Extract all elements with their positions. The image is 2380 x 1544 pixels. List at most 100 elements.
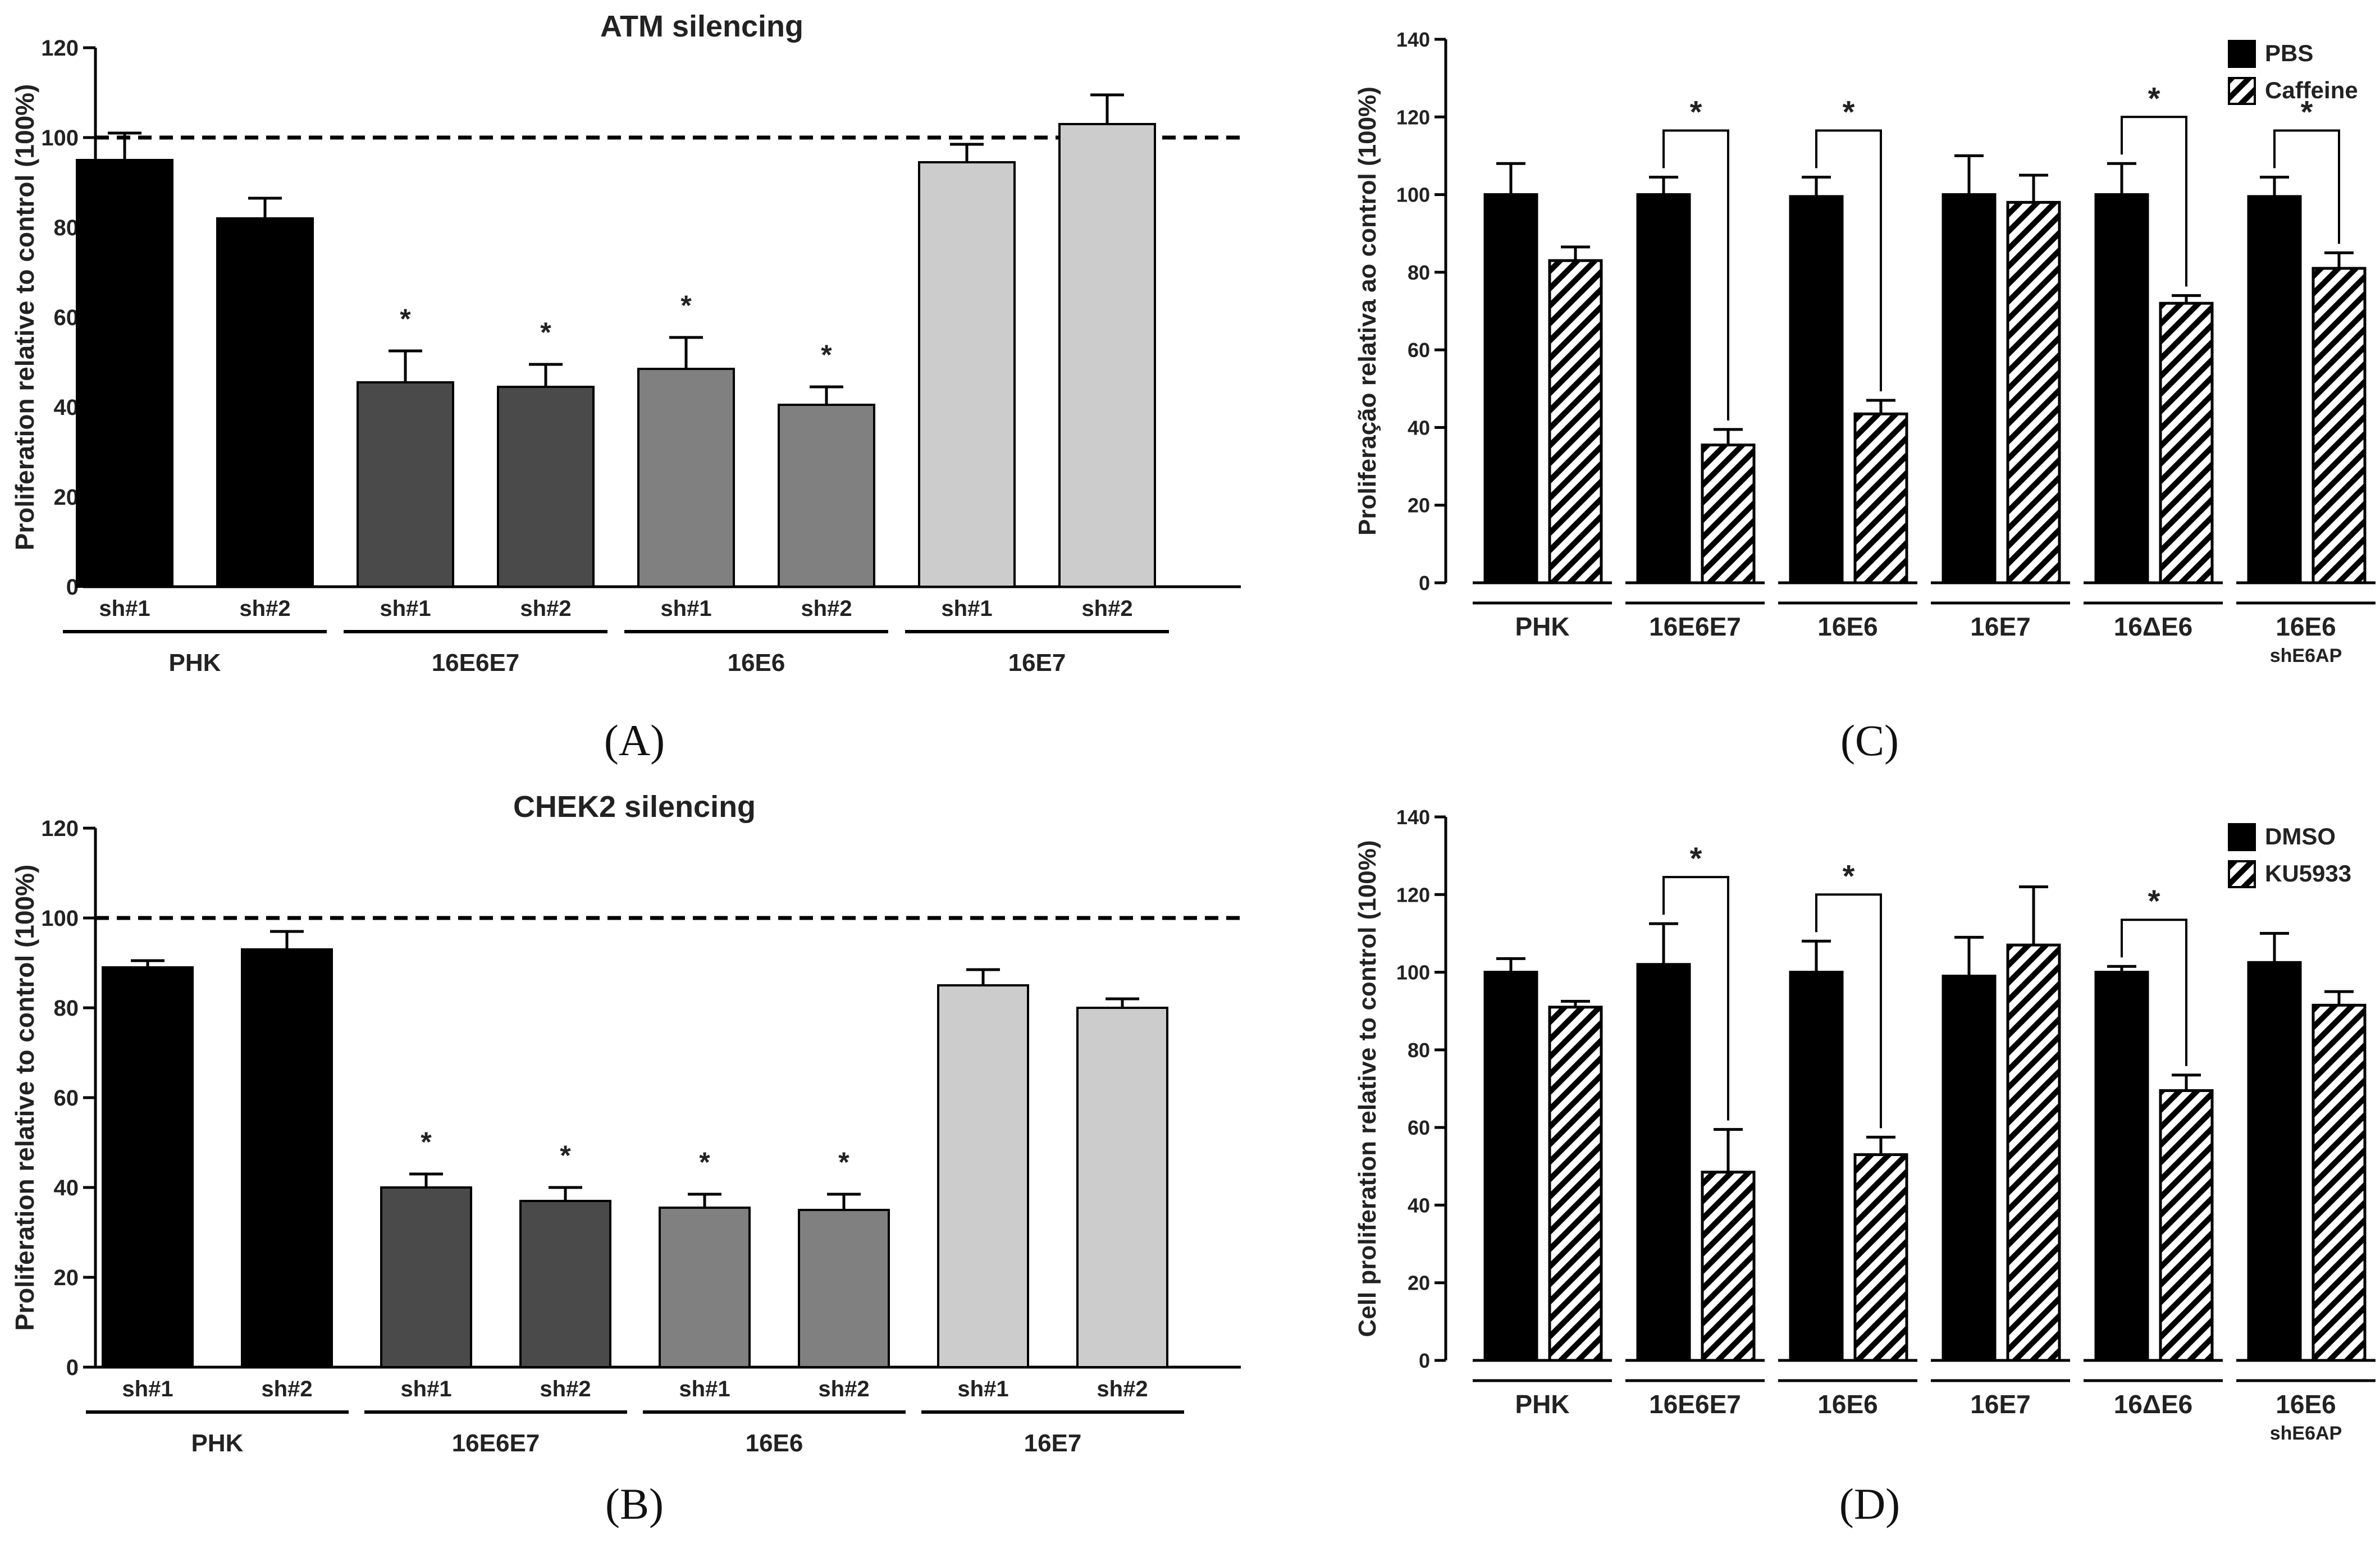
bar-caffeine [1701,444,1756,584]
bar-ku5933 [1853,1153,1908,1362]
x-tick-label: sh#1 [122,1377,173,1401]
significance-star: * [400,303,411,335]
category-label: 16E6 [2276,612,2336,641]
category-label: 16E6 [1817,1390,1877,1419]
bar-ku5933 [1548,1006,1603,1362]
significance-star: * [821,339,832,371]
bar-caffeine [1853,412,1908,584]
group-label: 16E6 [728,649,785,677]
bar [216,217,314,588]
category-label: PHK [1515,1390,1569,1419]
significance-star: * [838,1146,849,1178]
bar-dmso [1789,971,1844,1362]
legend-label: KU5933 [2265,860,2351,887]
category-label: 16E6E7 [1649,1390,1741,1419]
bar-ku5933 [2312,1003,2367,1362]
bar-pbs [1636,193,1691,584]
y-axis-label: Proliferation relative to control (100%) [10,865,39,1331]
bar-pbs [2247,195,2302,584]
group-label: 16E6 [746,1429,803,1457]
bar [102,966,194,1368]
bar-dmso [1483,971,1538,1362]
y-tick-label: 80 [1408,1039,1430,1062]
legend-swatch-caffeine [2228,77,2256,105]
y-tick-label: 40 [54,1176,79,1200]
bar [798,1209,890,1368]
bar [380,1186,472,1368]
bar [497,386,595,588]
bar [918,161,1016,588]
bar-dmso [1636,963,1691,1362]
significance-star: * [560,1140,571,1171]
x-tick-label: sh#1 [679,1377,730,1401]
y-axis-label: Proliferation relative to control (100%) [10,84,39,551]
legend-swatch-dmso [2228,823,2256,851]
y-tick-label: 120 [41,36,79,61]
y-tick-label: 0 [66,1355,79,1380]
x-tick-label: sh#2 [801,596,852,621]
group-label: 16E7 [1024,1429,1082,1457]
bar-pbs [1789,195,1844,584]
category-sublabel: shE6AP [2270,645,2342,666]
x-tick-label: sh#2 [818,1377,869,1401]
bar [241,948,333,1368]
significance-star: * [1843,858,1855,893]
bar [1076,1007,1168,1368]
x-tick-label: sh#1 [941,596,992,621]
category-label: 16E6 [2276,1390,2336,1419]
bar [637,368,735,588]
significance-star: * [1843,94,1855,129]
category-sublabel: shE6AP [2270,1423,2342,1444]
category-label: 16E7 [1970,1390,2030,1419]
x-tick-label: sh#1 [400,1377,451,1401]
y-tick-label: 40 [54,395,79,420]
x-tick-label: sh#1 [660,596,711,621]
bar-caffeine [2312,267,2367,584]
y-tick-label: 60 [54,1086,79,1111]
bar [357,381,454,588]
y-tick-label: 0 [1419,572,1430,595]
bar [1058,123,1156,588]
category-label: PHK [1515,612,1569,641]
bar-caffeine [1548,259,1603,584]
y-tick-label: 0 [66,575,79,600]
bar-pbs [1942,193,1997,584]
y-tick-label: 100 [1396,961,1430,984]
significance-bracket [1815,893,1882,1129]
x-tick-label: sh#2 [1081,596,1132,621]
significance-star: * [680,290,692,321]
y-tick-label: 100 [1396,184,1430,207]
y-tick-label: 20 [54,1266,79,1290]
category-label: 16ΔE6 [2114,1390,2193,1419]
x-tick-label: sh#2 [540,1377,591,1401]
bar-dmso [2247,961,2302,1362]
group-label: 16E7 [1008,649,1066,677]
bar [76,159,173,588]
x-tick-label: sh#1 [957,1377,1008,1401]
panel-a: ATM silencing 0 20 40 60 80 100 120Proliferatio… [10,10,1241,765]
panel-caption: (D) [1839,1479,1900,1528]
chart-title: CHEK2 silencing [513,790,756,824]
bar-dmso [1942,974,1997,1362]
x-tick-label: sh#2 [261,1377,312,1401]
significance-bracket [1662,129,1729,421]
panel-c: 0 20 40 60 80 100 120 140 Proliferação relativa … [1354,28,2376,765]
y-tick-label: 120 [1396,106,1430,129]
group-label: PHK [169,649,221,677]
x-tick-label: sh#1 [380,596,431,621]
y-tick-label: 20 [1408,1272,1430,1295]
category-label: 16E7 [1970,612,2030,641]
significance-star: * [1690,94,1702,129]
bar-pbs [2094,193,2149,584]
significance-star: * [2301,94,2313,129]
y-tick-label: 60 [1408,339,1430,362]
bar-caffeine [2006,200,2061,584]
bar-dmso [2094,971,2149,1362]
x-tick-label: sh#2 [239,596,290,621]
panel-caption: (C) [1840,716,1899,765]
y-axis-label: Proliferação relativa ao control (100%) [1354,86,1381,536]
significance-bracket [1662,876,1729,1121]
y-tick-label: 120 [1396,883,1430,906]
y-tick-label: 140 [1396,806,1430,829]
